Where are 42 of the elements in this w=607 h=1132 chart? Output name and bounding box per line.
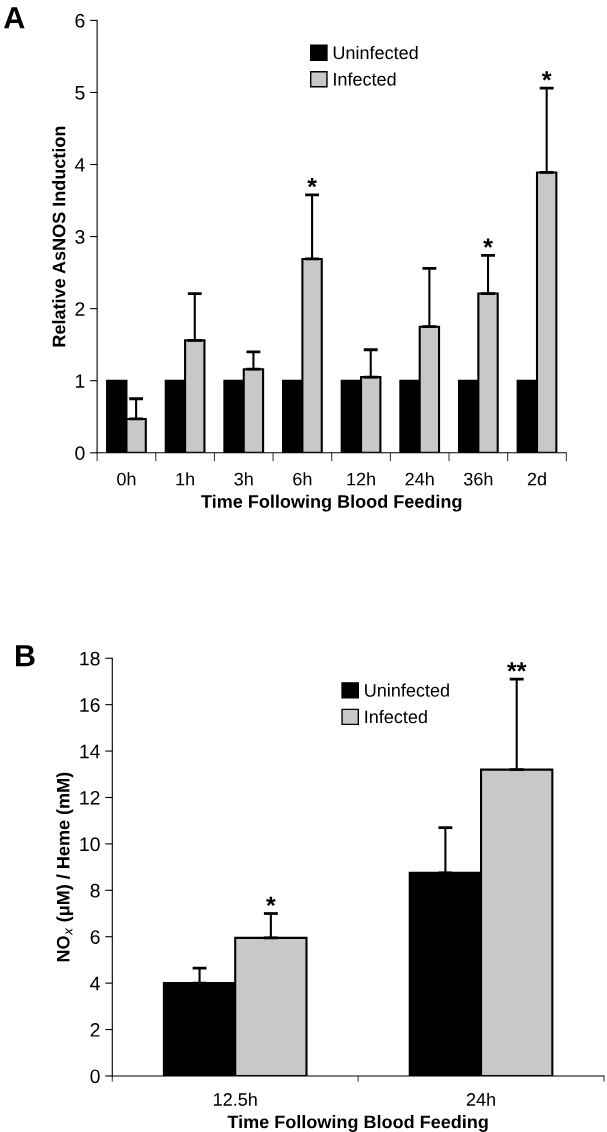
y-tick-label: 2 [75,302,85,316]
x-tick-label: 3h [234,472,253,486]
annotation: * [307,177,317,188]
x-tick-label: 12h [347,472,375,486]
x-tick-label: 1h [176,472,194,486]
legend-label: Uninfected [365,683,449,697]
legend-label: Infected [365,710,427,724]
y-tick-label: 3 [75,230,85,244]
y-tick-label: 12 [80,790,100,805]
annotation: * [266,896,276,906]
y-tick-label: 0 [75,446,85,461]
text: A [4,7,25,29]
x-axis-title: Time Following Blood Feeding [227,1115,488,1132]
annotation: * [483,238,493,248]
y-tick-label: 16 [80,698,100,712]
y-tick-label: 0 [90,1069,100,1084]
x-tick-label: 0h [117,472,136,486]
legend-label: Uninfected [333,45,418,60]
x-tick-label: 24h [466,1092,495,1106]
y-tick-label: 5 [75,86,85,100]
y-tick-label: 6 [90,930,100,944]
y-tick-label: 14 [80,744,100,759]
annotation: ** [507,662,527,672]
x-tick-label: 36h [463,472,493,486]
y-axis-title: Relative AsNOS Induction [52,126,66,347]
y-tick-label: 6 [75,13,85,28]
x-axis-title: Time Following Blood Feeding [201,494,462,512]
y-tick-label: 10 [80,837,100,852]
y-tick-label: 2 [90,1023,100,1037]
y-tick-label: 1 [75,374,85,388]
y-tick-label: 18 [80,651,100,666]
legend-label: Infected [334,72,396,86]
y-tick-label: 8 [90,883,100,898]
annotation: * [541,71,552,81]
x-tick-label: 12.5h [214,1092,257,1106]
text: B [16,645,35,667]
y-tick-label: 4 [74,158,85,172]
y-axis-title: NO$_{x}$ (μM) / Heme (mM) [56,772,74,962]
x-tick-label: 2d [527,472,546,486]
y-tick-label: 4 [90,976,100,991]
x-tick-label: 6h [293,472,312,486]
x-tick-label: 24h [405,472,434,486]
